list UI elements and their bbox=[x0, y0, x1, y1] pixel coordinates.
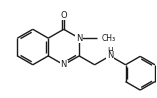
Text: O: O bbox=[60, 11, 67, 20]
Text: H: H bbox=[107, 47, 113, 56]
Text: N: N bbox=[107, 51, 113, 60]
Text: N: N bbox=[61, 60, 67, 69]
Text: N: N bbox=[76, 34, 82, 43]
Text: CH₃: CH₃ bbox=[102, 34, 116, 43]
